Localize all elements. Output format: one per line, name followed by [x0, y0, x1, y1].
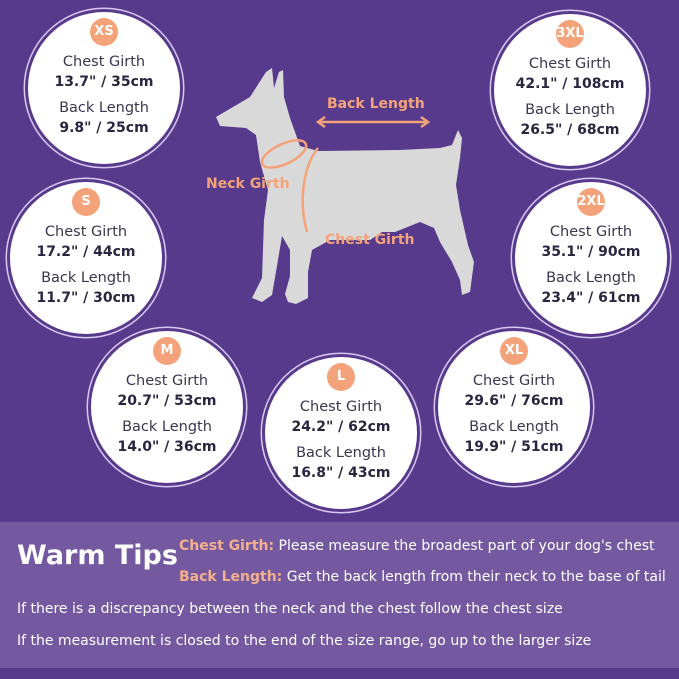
tip-back-text: Get the back length from their neck to t…	[282, 569, 666, 585]
back-length-label: Back Length	[327, 96, 425, 112]
size-card-2xl: 2XL Chest Girth 35.1" / 90cm Back Length…	[515, 182, 667, 334]
tip-back: Back Length: Get the back length from th…	[179, 569, 666, 585]
warm-tips-panel: Warm Tips Chest Girth: Please measure th…	[0, 522, 679, 668]
chest-girth-value: 29.6" / 76cm	[464, 393, 564, 409]
back-length-value: 9.8" / 25cm	[59, 120, 149, 136]
neck-girth-label: Neck Girth	[206, 176, 290, 192]
tip-chest: Chest Girth: Please measure the broadest…	[179, 538, 655, 554]
dog-silhouette	[216, 68, 474, 304]
size-badge: XL	[500, 337, 528, 365]
size-card-m: M Chest Girth 20.7" / 53cm Back Length 1…	[91, 331, 243, 483]
back-length-label: Back Length	[41, 270, 131, 286]
size-card-s: S Chest Girth 17.2" / 44cm Back Length 1…	[10, 182, 162, 334]
size-card-xl: XL Chest Girth 29.6" / 76cm Back Length …	[438, 331, 590, 483]
chest-girth-label: Chest Girth	[472, 373, 556, 389]
tip-chest-text: Please measure the broadest part of your…	[274, 538, 655, 554]
size-card-3xl: 3XL Chest Girth 42.1" / 108cm Back Lengt…	[494, 14, 646, 166]
back-length-value: 26.5" / 68cm	[520, 122, 620, 138]
size-badge: 3XL	[556, 20, 584, 48]
chest-girth-value: 24.2" / 62cm	[291, 419, 391, 435]
back-length-label: Back Length	[525, 102, 615, 118]
back-length-label: Back Length	[59, 100, 149, 116]
back-length-value: 19.9" / 51cm	[464, 439, 564, 455]
size-card-l: L Chest Girth 24.2" / 62cm Back Length 1…	[265, 357, 417, 509]
chest-girth-label: Chest Girth	[125, 373, 209, 389]
warm-tips-title: Warm Tips	[17, 540, 178, 571]
back-length-value: 16.8" / 43cm	[291, 465, 391, 481]
tip-back-label: Back Length:	[179, 569, 283, 585]
tip-line2: If the measurement is closed to the end …	[17, 633, 592, 649]
chest-girth-label: Chest Girth	[549, 224, 633, 240]
chest-girth-value: 17.2" / 44cm	[36, 244, 136, 260]
back-length-value: 23.4" / 61cm	[541, 290, 641, 306]
chest-girth-label: Chest Girth	[44, 224, 128, 240]
chest-girth-label: Chest Girth	[528, 56, 612, 72]
back-length-label: Back Length	[469, 419, 559, 435]
size-badge: M	[153, 337, 181, 365]
chest-girth-value: 42.1" / 108cm	[515, 76, 625, 92]
size-badge: 2XL	[577, 188, 605, 216]
back-length-value: 14.0" / 36cm	[117, 439, 217, 455]
back-length-label: Back Length	[546, 270, 636, 286]
back-length-label: Back Length	[122, 419, 212, 435]
chest-girth-value: 35.1" / 90cm	[541, 244, 641, 260]
chest-girth-value: 13.7" / 35cm	[54, 74, 154, 90]
size-badge: L	[327, 363, 355, 391]
tip-chest-label: Chest Girth:	[179, 538, 275, 554]
tip-line1: If there is a discrepancy between the ne…	[17, 601, 563, 617]
chest-girth-label: Chest Girth	[325, 232, 415, 248]
size-card-xs: XS Chest Girth 13.7" / 35cm Back Length …	[28, 12, 180, 164]
size-badge: S	[72, 188, 100, 216]
chest-girth-label: Chest Girth	[62, 54, 146, 70]
chest-girth-value: 20.7" / 53cm	[117, 393, 217, 409]
size-badge: XS	[90, 18, 118, 46]
back-length-value: 11.7" / 30cm	[36, 290, 136, 306]
chest-girth-label: Chest Girth	[299, 399, 383, 415]
back-length-label: Back Length	[296, 445, 386, 461]
